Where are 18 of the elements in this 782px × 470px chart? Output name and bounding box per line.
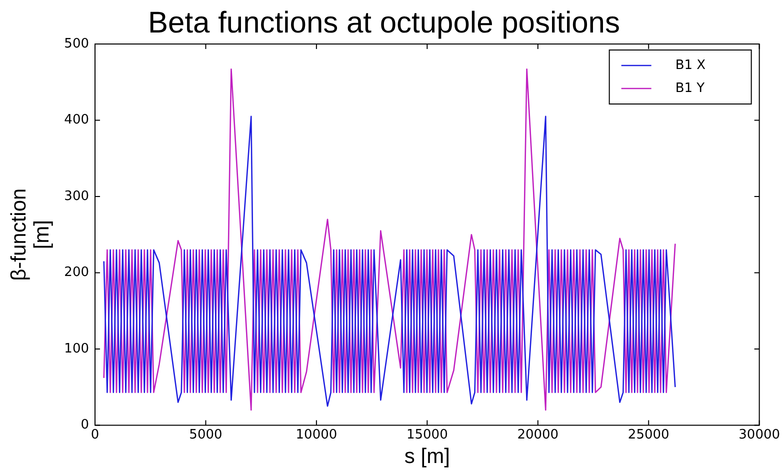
x-tick-label: 15000 <box>406 427 448 442</box>
y-tick-label: 0 <box>80 418 90 433</box>
y-tick-label: 200 <box>64 265 90 280</box>
x-tick-label: 10000 <box>296 427 338 442</box>
x-tick-label: 25000 <box>628 427 670 442</box>
y-tick-label: 100 <box>64 341 90 356</box>
x-tick-label: 0 <box>90 427 100 442</box>
x-tick-label: 30000 <box>738 427 780 442</box>
x-axis-title: s [m] <box>404 445 450 468</box>
chart-title: Beta functions at octupole positions <box>148 6 620 40</box>
y-tick-label: 300 <box>64 188 90 204</box>
legend-label: B1 Y <box>675 80 705 96</box>
y-tick-label: 400 <box>64 112 90 128</box>
x-tick-label: 5000 <box>189 427 222 442</box>
x-tick-label: 20000 <box>517 427 559 442</box>
y-axis-title: β-function [m] <box>7 188 54 281</box>
legend-label: B1 X <box>675 58 706 73</box>
y-tick-label: 500 <box>64 36 90 52</box>
